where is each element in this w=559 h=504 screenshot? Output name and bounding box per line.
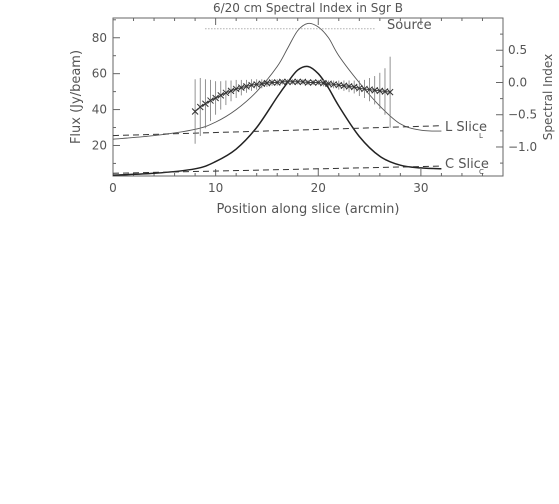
spectral-index-point (268, 79, 276, 86)
spectral-index-point (237, 84, 245, 92)
x-axis-label: Position along slice (arcmin) (216, 202, 399, 217)
x-tick-label: 0 (109, 181, 117, 195)
y-left-tick-label: 80 (92, 31, 107, 45)
y-axis-label-right: Spectral Index (541, 54, 555, 140)
spectral-index-point (207, 97, 214, 104)
y-right-tick-label: 0.5 (508, 43, 527, 57)
spectral-index-point (227, 87, 235, 95)
y-axis-label-left: Flux (Jy/beam) (69, 50, 84, 144)
spectral-index-point (350, 83, 358, 91)
annotation-l-mark: L (479, 132, 483, 140)
annotation-c-mark: C (479, 168, 484, 176)
y-right-tick-label: −0.5 (508, 108, 537, 122)
x-tick-label: 20 (311, 181, 326, 195)
x-tick-label: 30 (413, 181, 428, 195)
spectral-index-point (232, 85, 240, 93)
series-l-baseline (112, 125, 442, 137)
spectral-index-point (294, 78, 302, 86)
data-series (112, 22, 442, 176)
spectral-index-point (243, 83, 250, 90)
plot-frame (112, 17, 504, 177)
spectral-index-point (217, 92, 225, 99)
y-right-tick-label: 0.0 (508, 75, 527, 89)
annotation-c-slice: C Slice (445, 157, 489, 172)
spectral-index-point (202, 100, 209, 108)
spectral-index-point (196, 103, 204, 111)
axis-ticks: 0 10 20 30 20 40 60 80 0.5 0.0 −0.5 −1.0 (92, 18, 537, 195)
series-c-baseline (112, 165, 442, 174)
series-spectral-index (191, 56, 394, 144)
spectral-index-point (278, 78, 286, 86)
spectral-index-point (212, 94, 219, 102)
x-tick-label: 10 (208, 181, 223, 195)
spectral-index-point (386, 88, 394, 96)
spectral-index-point (284, 78, 291, 86)
annotation-l-slice: L Slice (445, 120, 487, 135)
y-left-tick-label: 40 (92, 103, 107, 117)
spectral-index-point (309, 79, 317, 86)
chart-title: 6/20 cm Spectral Index in Sgr B (213, 1, 403, 15)
spectral-index-point (289, 78, 296, 86)
y-left-tick-label: 20 (92, 138, 107, 152)
annotation-source: Source (387, 18, 432, 33)
spectral-index-point (222, 89, 230, 97)
spectral-index-point (304, 79, 312, 86)
series-c-slice (112, 65, 442, 176)
series-l-slice (112, 22, 442, 140)
y-right-tick-label: −1.0 (508, 140, 537, 154)
y-left-tick-label: 60 (92, 67, 107, 81)
